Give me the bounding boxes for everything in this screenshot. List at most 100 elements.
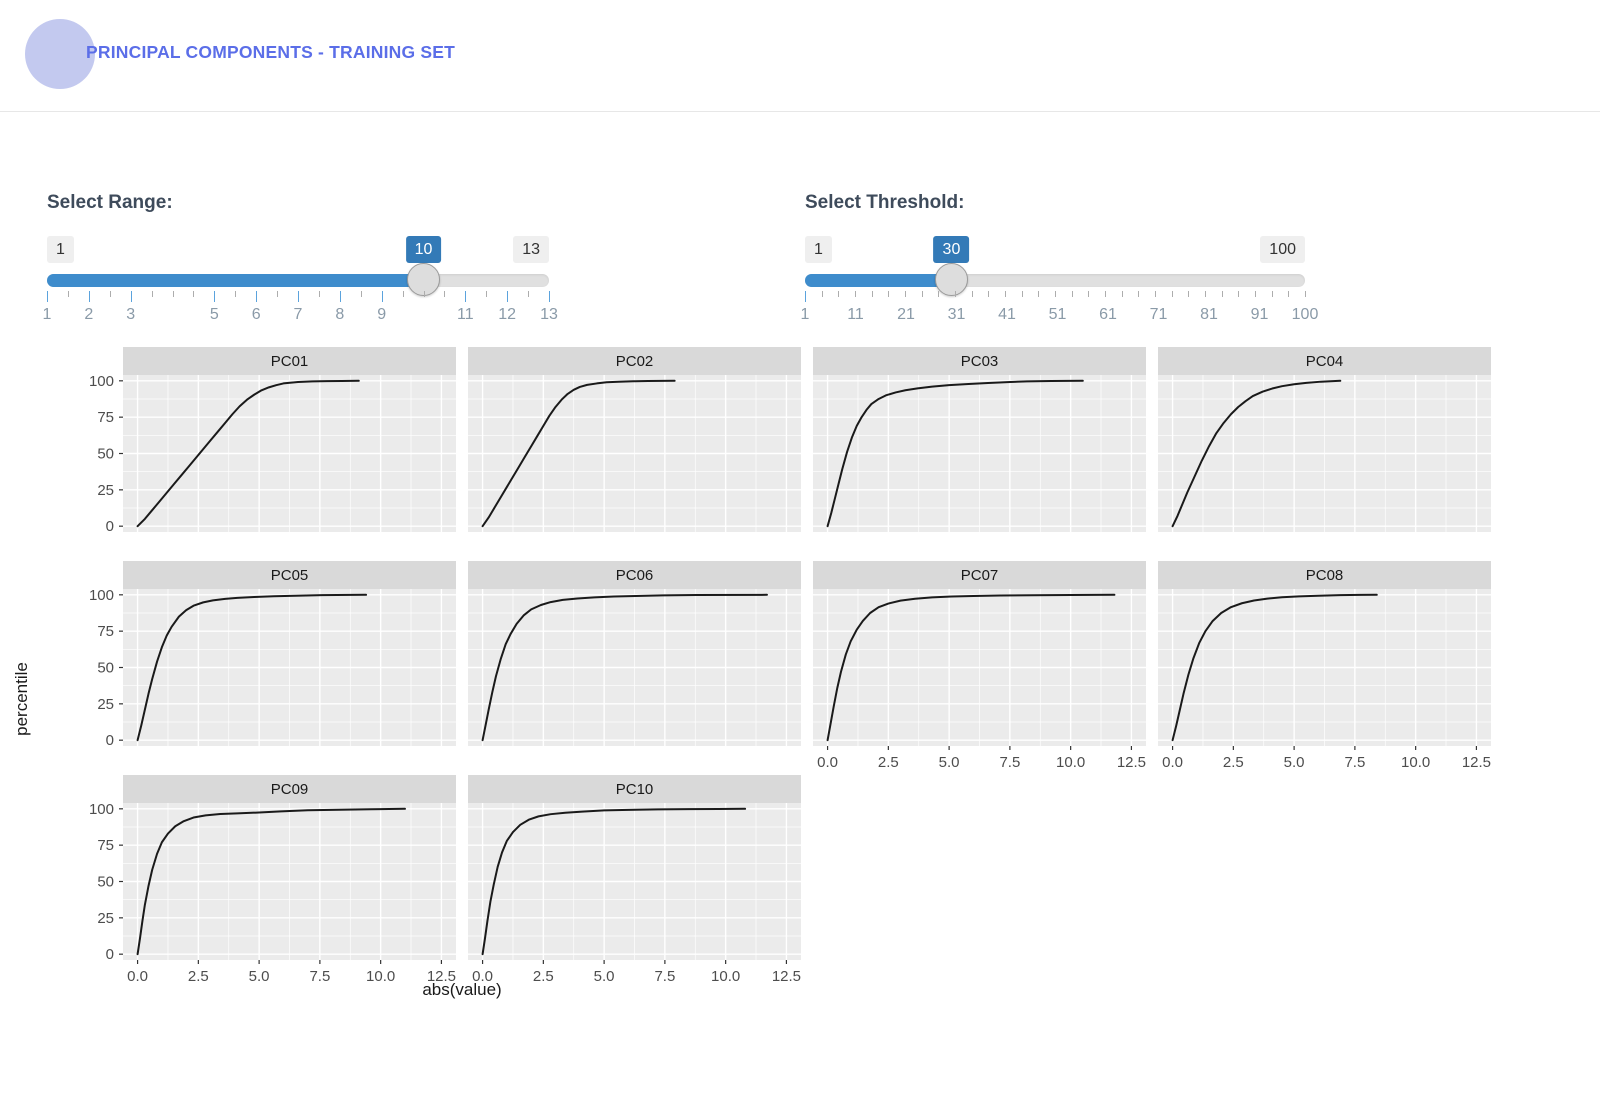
slider-tick-minor: [821, 291, 823, 297]
data-line-PC09: [136, 807, 406, 956]
slider-tick-label: 61: [1099, 306, 1117, 323]
slider-tick-minor: [855, 291, 856, 297]
y-axis-tick-label: 0: [106, 732, 114, 749]
slider-tick-label: 100: [1291, 306, 1319, 323]
facet-strip-bg: [1158, 347, 1491, 375]
slider-tick-major: [256, 291, 258, 302]
range-slider-ticks: [47, 291, 550, 303]
x-axis-tick-label: 0.0: [817, 754, 838, 771]
threshold-slider-max-badge: 100: [1260, 236, 1305, 263]
slider-tick-major: [339, 291, 341, 302]
slider-tick-major: [507, 291, 509, 302]
threshold-slider-min-badge: 1: [805, 236, 832, 263]
threshold-slider-tick-labels: 1 11 21 31 41 51 61 71 81 91 100: [801, 306, 1319, 328]
x-axis-tick-label: 5.0: [249, 968, 270, 985]
slider-tick-minor: [1055, 291, 1056, 297]
x-axis-tick-label: 7.5: [309, 968, 330, 985]
y-axis-tick-label: 50: [97, 874, 114, 891]
slider-tick-major: [465, 291, 467, 302]
slider-tick-major: [298, 291, 299, 302]
range-slider-track-wrap[interactable]: [47, 263, 549, 296]
slider-tick-minor: [444, 291, 446, 297]
app-header: PRINCIPAL COMPONENTS - TRAINING SET: [0, 0, 1600, 112]
x-axis-tick-label: 5.0: [1284, 754, 1305, 771]
y-axis-tick-label: 25: [97, 696, 114, 713]
slider-tick-minor: [318, 291, 320, 297]
slider-tick-minor: [1138, 291, 1140, 297]
x-axis-tick-label: 0.0: [127, 968, 148, 985]
facet-strip-bg: [813, 347, 1146, 375]
slider-tick-minor: [528, 291, 530, 297]
threshold-slider-block: Select Threshold: 1 30 100 1 11 21 31 41 51 61…: [801, 192, 1319, 328]
data-line-PC10: [481, 807, 747, 956]
slider-tick-minor: [1171, 291, 1173, 297]
slider-tick-minor: [1021, 291, 1023, 297]
x-axis-tick-label: 10.0: [711, 968, 740, 985]
slider-tick-major: [381, 291, 383, 302]
slider-tick-label: 1: [800, 306, 810, 323]
slider-tick-minor: [151, 291, 153, 297]
facet-panel-PC01: PC01 0 25 50 75 100: [89, 347, 456, 535]
slider-tick-label: 13: [540, 306, 558, 323]
data-line-PC06: [481, 593, 768, 742]
range-slider-max-badge: 13: [513, 236, 549, 263]
slider-tick-major: [130, 291, 132, 302]
threshold-slider-badges: 1 30 100: [805, 236, 1305, 264]
panel-PC03: [813, 375, 1146, 532]
range-slider-label: Select Range:: [47, 192, 173, 213]
panel-PC01: [123, 375, 456, 532]
slider-tick-minor: [938, 291, 940, 297]
facet-strip-label: PC05: [271, 567, 309, 584]
slider-tick-minor: [888, 291, 890, 297]
slider-tick-minor: [1071, 291, 1073, 297]
page-title: PRINCIPAL COMPONENTS - TRAINING SET: [86, 42, 456, 62]
x-axis-tick-label: 2.5: [878, 754, 899, 771]
facet-strip-bg: [1158, 561, 1491, 589]
panel-PC06: [468, 589, 801, 746]
slider-tick-minor: [1305, 291, 1306, 297]
slider-tick-minor: [838, 291, 840, 297]
facet-strip-label: PC07: [961, 567, 999, 584]
range-slider-min-badge: 1: [47, 236, 74, 263]
slider-tick-label: 11: [847, 306, 864, 323]
slider-tick-minor: [235, 291, 237, 297]
y-axis-tick-label: 100: [89, 801, 114, 818]
facet-panel-PC04: PC04: [1158, 347, 1491, 532]
x-axis-tick-label: 10.0: [1401, 754, 1430, 771]
data-line-PC03: [826, 379, 1084, 528]
facet-strip-label: PC03: [961, 353, 999, 370]
x-axis-tick-label: 12.5: [1462, 754, 1491, 771]
slider-tick-minor: [921, 291, 923, 297]
slider-tick-minor: [1105, 291, 1106, 297]
slider-tick-minor: [109, 291, 111, 297]
x-axis-tick-label: 5.0: [939, 754, 960, 771]
facet-strip-label: PC02: [616, 353, 654, 370]
facet-panel-PC05: PC05 0 25 50 75 100: [89, 561, 456, 749]
x-axis-tick-label: 12.5: [772, 968, 801, 985]
slider-tick-minor: [1205, 291, 1206, 297]
threshold-slider-ticks: [805, 291, 1306, 303]
x-axis-tick-label: 10.0: [366, 968, 395, 985]
y-axis-title: percentile: [12, 662, 31, 736]
slider-tick-label: 21: [897, 306, 915, 323]
slider-tick-minor: [423, 291, 425, 297]
facet-strip-bg: [123, 775, 456, 803]
x-axis-tick-label: 7.5: [1344, 754, 1365, 771]
threshold-slider-track-wrap[interactable]: [805, 263, 1305, 296]
facet-panel-PC03: PC03: [813, 347, 1146, 532]
slider-tick-minor: [905, 291, 906, 297]
facet-strip-label: PC01: [271, 353, 309, 370]
facet-strip-label: PC06: [616, 567, 654, 584]
slider-tick-major: [88, 291, 90, 302]
facet-strip-bg: [123, 347, 456, 375]
x-axis-tick-label: 2.5: [1223, 754, 1244, 771]
slider-tick-minor: [955, 291, 956, 297]
y-axis-tick-label: 100: [89, 373, 114, 390]
data-line-PC01: [136, 379, 360, 528]
slider-tick-label: 12: [498, 306, 517, 323]
slider-tick-minor: [871, 291, 873, 297]
slider-tick-minor: [988, 291, 990, 297]
data-line-PC08: [1171, 593, 1378, 742]
slider-tick-label: 8: [335, 306, 345, 323]
threshold-slider-handle[interactable]: [934, 263, 968, 296]
